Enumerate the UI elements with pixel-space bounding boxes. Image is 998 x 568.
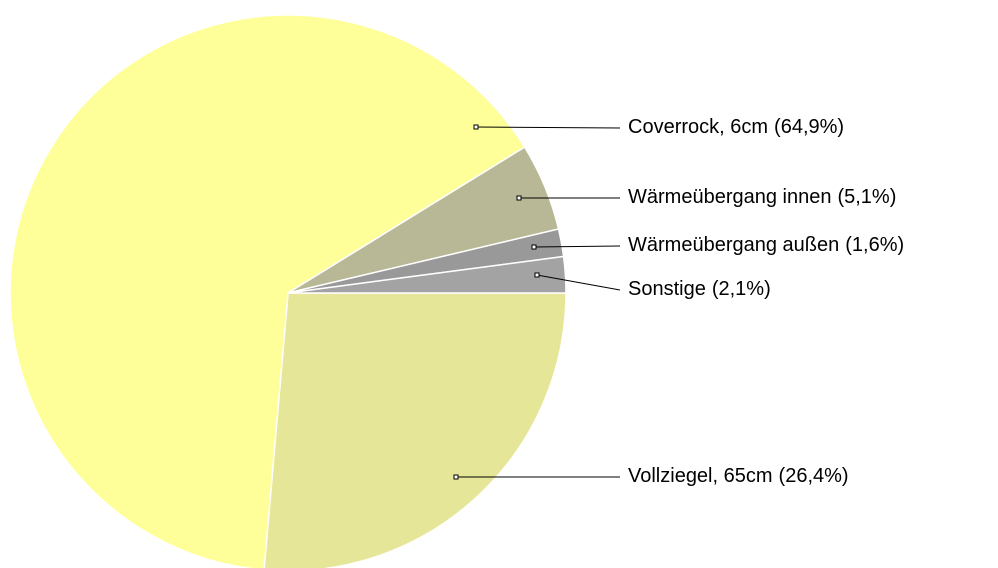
leader-line bbox=[533, 245, 621, 248]
pie-slice bbox=[263, 292, 567, 568]
leader-anchor bbox=[534, 272, 540, 278]
slice-label: Wärmeübergang außen (1,6%) bbox=[628, 234, 904, 256]
slice-name: Wärmeübergang außen bbox=[628, 234, 839, 256]
slice-value: (64,9%) bbox=[774, 116, 844, 138]
slice-label: Sonstige (2,1%) bbox=[628, 278, 771, 300]
slice-name: Coverrock, 6cm bbox=[628, 116, 768, 138]
slice-name: Vollziegel, 65cm bbox=[628, 465, 773, 487]
slice-label: Wärmeübergang innen (5,1%) bbox=[628, 186, 896, 208]
slice-value: (5,1%) bbox=[837, 186, 896, 208]
leader-anchor bbox=[473, 124, 479, 130]
slice-value: (26,4%) bbox=[779, 465, 849, 487]
pie-slice bbox=[9, 14, 526, 568]
leader-anchor bbox=[531, 244, 537, 250]
leader-line bbox=[536, 274, 621, 291]
slice-value: (2,1%) bbox=[712, 278, 771, 300]
slice-label: Vollziegel, 65cm (26,4%) bbox=[628, 465, 849, 487]
pie-slice bbox=[287, 255, 567, 294]
leader-line bbox=[475, 126, 621, 129]
leader-anchor bbox=[516, 195, 522, 201]
leader-anchor bbox=[453, 474, 459, 480]
slice-label: Coverrock, 6cm (64,9%) bbox=[628, 116, 844, 138]
slice-name: Wärmeübergang innen bbox=[628, 186, 831, 208]
slice-name: Sonstige bbox=[628, 278, 706, 300]
slice-value: (1,6%) bbox=[845, 234, 904, 256]
